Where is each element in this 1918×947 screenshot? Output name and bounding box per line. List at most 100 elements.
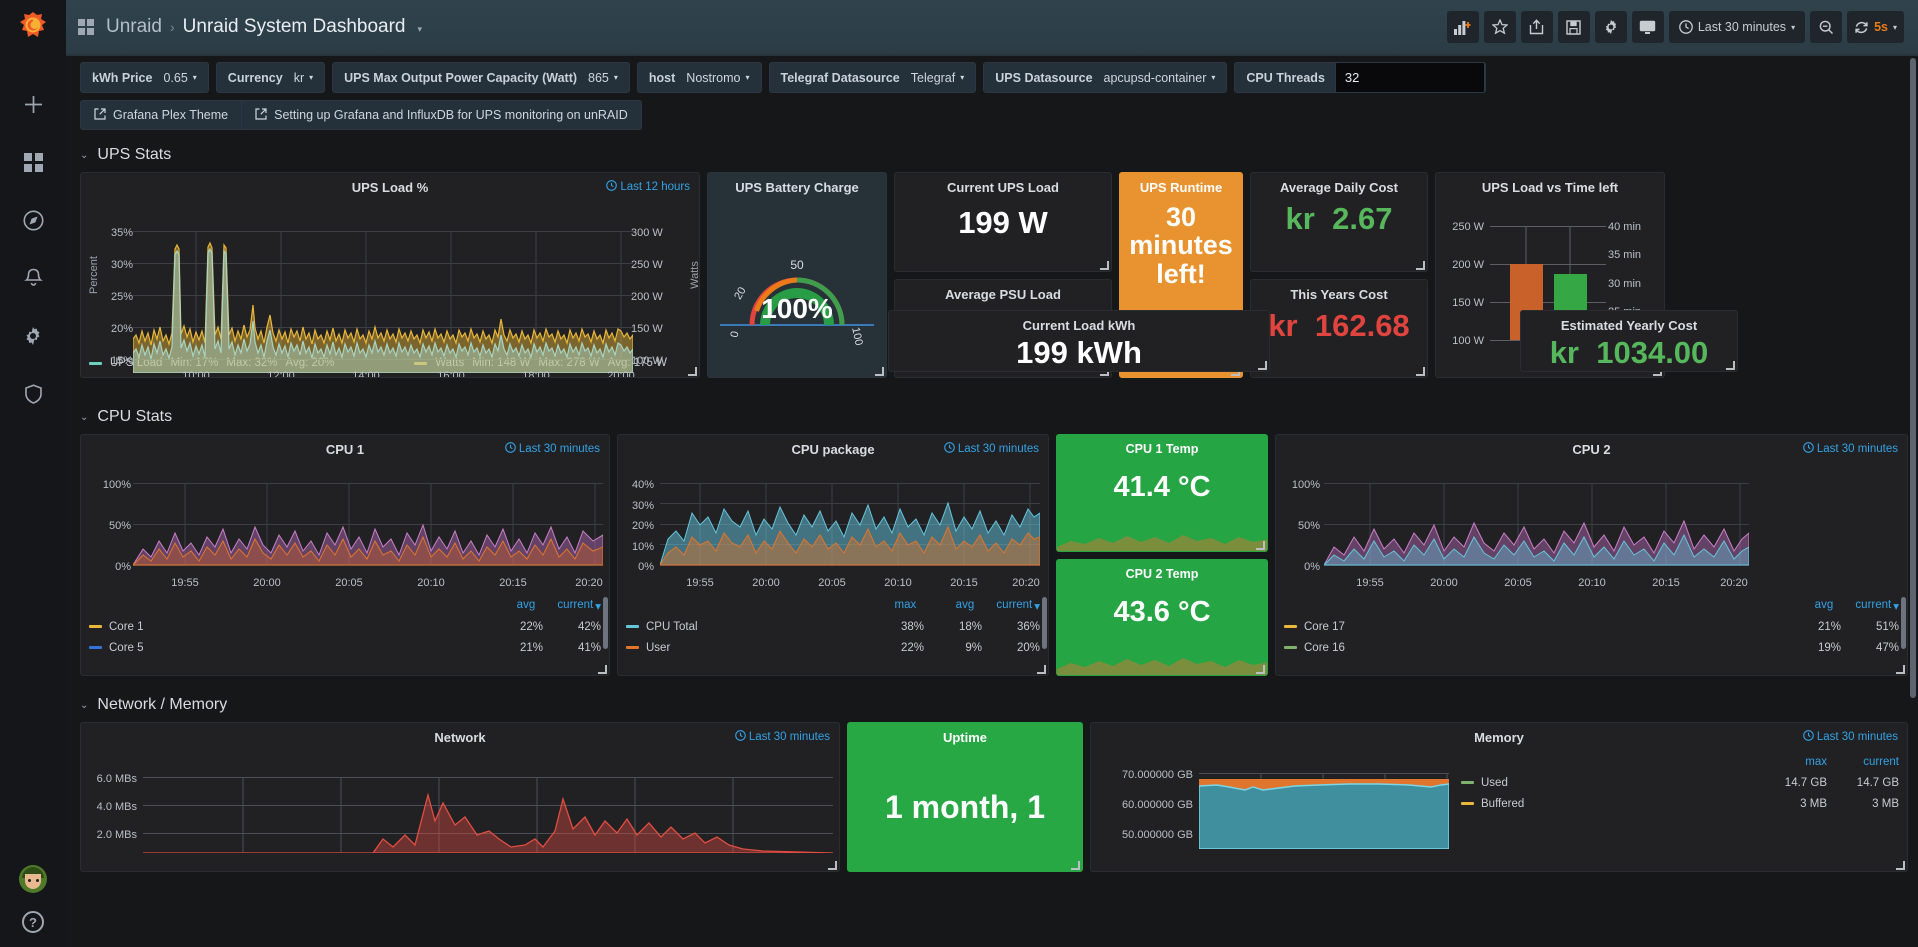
legend-header-avg[interactable]: avg (1814, 598, 1834, 611)
panel-resize-handle[interactable] (1071, 861, 1080, 870)
legend-scrollbar[interactable] (1901, 597, 1906, 649)
add-panel-button[interactable] (1446, 11, 1479, 43)
variable-value[interactable]: Telegraf ▾ (911, 71, 965, 85)
sort-caret-icon[interactable]: ▾ (1034, 600, 1040, 613)
panel-resize-handle[interactable] (1100, 260, 1109, 270)
panel-resize-handle[interactable] (598, 665, 607, 674)
cycle-view-mode-button[interactable] (1631, 11, 1664, 43)
memory-graph[interactable]: 70.000000 GB 60.000000 GB 50.000000 GB (1091, 747, 1907, 871)
avatar[interactable] (19, 865, 47, 893)
legend-item[interactable]: Core 5 21% 41% (89, 637, 601, 658)
cpu-package-graph[interactable]: 40% 30% 20% 10% 0% (618, 459, 1048, 589)
panel-resize-handle[interactable] (828, 861, 837, 870)
legend-header-max[interactable]: max (894, 598, 917, 611)
panel-resize-handle[interactable] (1037, 665, 1046, 674)
configuration-gear-icon[interactable] (17, 320, 49, 352)
ups-load-graph[interactable]: Percent 35% 30% 25% 20% 15% Watts 300 W … (81, 197, 699, 377)
cpu2-graph[interactable]: 100% 50% 0% 19:55 20:00 20:05 (1276, 459, 1907, 589)
breadcrumb-folder[interactable]: Unraid (106, 16, 162, 37)
legend-values: 22% 9% 20% (882, 642, 1040, 654)
variable-value[interactable]: 0.65 ▾ (163, 71, 196, 85)
legend-item[interactable]: Used 14.7 GB 14.7 GB (1461, 772, 1899, 793)
variable-kwh-price[interactable]: kWh Price 0.65 ▾ (80, 62, 209, 93)
variable-value[interactable]: kr ▾ (294, 71, 313, 85)
variable-cpu-threads[interactable]: CPU Threads (1234, 62, 1486, 93)
share-dashboard-button[interactable] (1520, 11, 1553, 43)
sort-caret-icon[interactable]: ▾ (595, 600, 601, 613)
page-title[interactable]: Unraid System Dashboard (182, 16, 406, 37)
panel-time-badge[interactable]: Last 30 minutes (504, 442, 600, 456)
variable-ups-max-output-power-capacity[interactable]: UPS Max Output Power Capacity (Watt) 865… (332, 62, 630, 93)
dashboards-icon[interactable] (17, 146, 49, 178)
legend-header-current[interactable]: current (557, 598, 594, 611)
panel-resize-handle[interactable] (1258, 361, 1267, 370)
panel-resize-handle[interactable] (1896, 861, 1905, 870)
battery-gauge[interactable]: 50 20 0 100 100% (708, 197, 886, 377)
dashboard-settings-button[interactable] (1594, 11, 1627, 43)
panel-resize-handle[interactable] (875, 367, 884, 376)
alerting-bell-icon[interactable] (17, 262, 49, 294)
save-dashboard-button[interactable] (1557, 11, 1590, 43)
legend-header-avg[interactable]: avg (516, 598, 536, 611)
variable-ups-datasource[interactable]: UPS Datasource apcupsd-container ▾ (983, 62, 1228, 93)
panel-resize-handle[interactable] (688, 367, 697, 376)
panel-resize-handle[interactable] (1256, 665, 1265, 674)
panel-resize-handle[interactable] (1416, 260, 1425, 270)
sort-caret-icon[interactable]: ▾ (1893, 600, 1899, 613)
panel-resize-handle[interactable] (1416, 367, 1425, 376)
legend-item[interactable]: Core 1 22% 42% (89, 616, 601, 637)
server-admin-shield-icon[interactable] (17, 378, 49, 410)
time-range-picker[interactable]: Last 30 minutes ▾ (1668, 11, 1806, 43)
panel-resize-handle[interactable] (1256, 540, 1265, 550)
legend-avg: 19% (1817, 641, 1841, 654)
legend-header-current[interactable]: current (996, 598, 1033, 611)
panel-resize-handle[interactable] (1726, 361, 1735, 370)
explore-compass-icon[interactable] (17, 204, 49, 236)
legend-item[interactable]: Core 17 21% 51% (1284, 616, 1899, 637)
refresh-button[interactable]: 5s ▾ (1847, 11, 1904, 43)
legend-header-current[interactable]: current (1855, 598, 1892, 611)
stat-value: kr 162.68 (1268, 309, 1409, 343)
legend-header-max[interactable]: max (1805, 755, 1827, 768)
legend-header-current[interactable]: current (1863, 755, 1899, 768)
gauge-tick-0: 0 (729, 330, 742, 338)
legend-item[interactable]: Core 16 19% 47% (1284, 637, 1899, 658)
variable-host[interactable]: host Nostromo ▾ (636, 62, 762, 93)
variable-value[interactable]: Nostromo ▾ (686, 71, 749, 85)
panel-resize-handle[interactable] (1896, 665, 1905, 674)
variable-telegraf-datasource[interactable]: Telegraf Datasource Telegraf ▾ (768, 62, 977, 93)
legend-header-avg[interactable]: avg (955, 598, 975, 611)
create-add-icon[interactable] (17, 88, 49, 120)
cpu1-graph[interactable]: 100% 50% 0% 19:55 20:00 20:05 (81, 459, 609, 589)
legend-item[interactable]: CPU Total 38% 18% 36% (626, 616, 1040, 637)
legend-item[interactable]: Buffered 3 MB 3 MB (1461, 793, 1899, 814)
panel-time-badge[interactable]: Last 30 minutes (943, 442, 1039, 456)
link-ups-monitoring-guide[interactable]: Setting up Grafana and InfluxDB for UPS … (242, 100, 642, 130)
legend-item[interactable]: User 22% 9% 20% (626, 637, 1040, 658)
help-icon[interactable]: ? (22, 911, 44, 933)
network-graph[interactable]: 6.0 MBs 4.0 MBs 2.0 MBs (81, 747, 839, 871)
chevron-down-icon[interactable]: ▾ (417, 24, 423, 34)
grafana-logo-icon[interactable] (0, 0, 66, 54)
page-scrollbar[interactable] (1910, 58, 1916, 698)
legend-scrollbar[interactable] (603, 597, 608, 649)
panel-time-badge[interactable]: Last 30 minutes (734, 730, 830, 744)
variable-currency[interactable]: Currency kr ▾ (215, 62, 326, 93)
row-header-network-memory[interactable]: ⌄ Network / Memory (80, 688, 1908, 722)
cpu-threads-input[interactable] (1334, 62, 1485, 93)
link-grafana-plex-theme[interactable]: Grafana Plex Theme (80, 100, 243, 130)
dashboard-grid-icon[interactable] (78, 19, 94, 35)
variable-value[interactable]: apcupsd-container ▾ (1104, 71, 1216, 85)
row-header-cpu-stats[interactable]: ⌄ CPU Stats (80, 400, 1908, 434)
panel-time-badge[interactable]: Last 12 hours (606, 180, 690, 194)
panel-time-badge-label: Last 30 minutes (1816, 443, 1898, 455)
zoom-out-time-button[interactable] (1810, 11, 1843, 43)
legend-scrollbar[interactable] (1042, 597, 1047, 649)
panel-time-badge[interactable]: Last 30 minutes (1802, 442, 1898, 456)
legend-swatch (1284, 625, 1297, 628)
row-header-ups-stats[interactable]: ⌄ UPS Stats (80, 138, 1908, 172)
mark-favorite-button[interactable] (1483, 11, 1516, 43)
panel-time-badge[interactable]: Last 30 minutes (1802, 730, 1898, 744)
variable-value[interactable]: 865 ▾ (588, 71, 618, 85)
